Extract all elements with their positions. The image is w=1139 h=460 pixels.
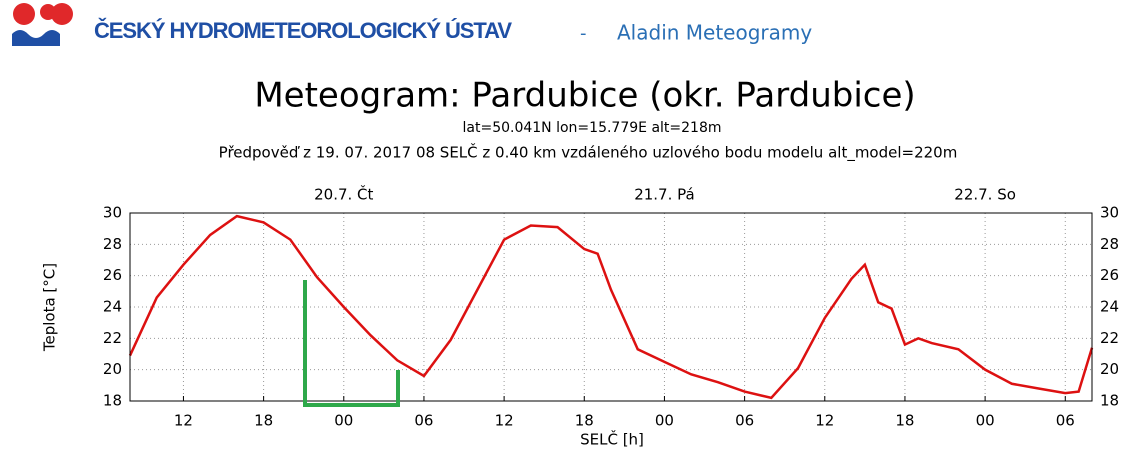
plot: 18 18 20 20 22 22 24 24 26 26 28 28 30 30 12 18 00 06 12 18… — [103, 185, 1119, 430]
x-tick-label: 00 — [334, 412, 353, 430]
y-tick-label-right: 20 — [1100, 360, 1119, 378]
y-tick-label: 28 — [103, 235, 122, 253]
day-label: 20.7. Čt — [314, 185, 373, 204]
y-tick-label-right: 24 — [1100, 298, 1119, 316]
chart-subtitle: lat=50.041N lon=15.779E alt=218m — [463, 120, 722, 136]
chart-subtitle: Předpověď z 19. 07. 2017 08 SELČ z 0.40 … — [219, 143, 958, 163]
annotation-bracket — [303, 280, 400, 407]
temperature-line — [128, 214, 1094, 400]
logo — [12, 3, 73, 46]
y-tick-label-right: 26 — [1100, 266, 1119, 284]
day-label: 21.7. Pá — [634, 186, 695, 204]
x-tick-label: 18 — [254, 412, 273, 430]
y-tick-label: 20 — [103, 360, 122, 378]
y-tick-label-right: 28 — [1100, 235, 1119, 253]
x-tick-label: 00 — [655, 412, 674, 430]
x-axis-label: SELČ [h] — [580, 430, 644, 449]
y-tick-label-right: 18 — [1100, 392, 1119, 410]
y-tick-label: 18 — [103, 392, 122, 410]
x-tick-label: 12 — [174, 412, 193, 430]
org-name: ČESKÝ HYDROMETEOROLOGICKÝ ÚSTAV — [94, 18, 512, 43]
x-tick-label: 12 — [495, 412, 514, 430]
app-title: Aladin Meteogramy — [617, 21, 812, 45]
y-tick-label: 30 — [103, 204, 122, 222]
x-tick-label: 06 — [735, 412, 754, 430]
x-tick-label: 18 — [575, 412, 594, 430]
x-tick-label: 06 — [1056, 412, 1075, 430]
chart-title: Meteogram: Pardubice (okr. Pardubice) — [254, 76, 915, 116]
x-tick-label: 18 — [895, 412, 914, 430]
y-tick-label: 26 — [103, 266, 122, 284]
separator: - — [580, 23, 587, 44]
y-tick-label: 22 — [103, 329, 122, 347]
x-tick-label: 12 — [815, 412, 834, 430]
y-axis-label: Teplota [°C] — [41, 263, 59, 352]
y-tick-label-right: 30 — [1100, 204, 1119, 222]
plot-frame — [129, 212, 1093, 402]
x-tick-label: 06 — [414, 412, 433, 430]
y-tick-label: 24 — [103, 298, 122, 316]
day-label: 22.7. So — [954, 186, 1016, 204]
y-tick-label-right: 22 — [1100, 329, 1119, 347]
x-tick-label: 00 — [976, 412, 995, 430]
